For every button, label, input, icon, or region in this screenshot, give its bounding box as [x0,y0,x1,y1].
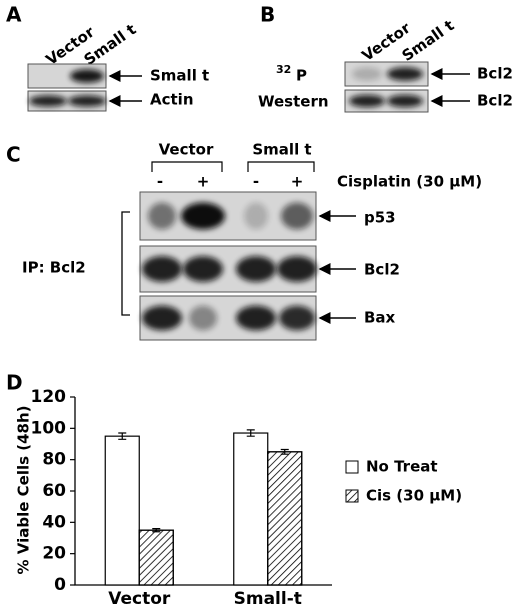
error-bar [280,448,289,455]
error-bar [152,528,161,533]
row-label: Bcl2 [477,65,513,83]
band [387,67,423,81]
legend-swatch [345,460,359,474]
row-label: Bcl2 [477,92,513,110]
band [244,202,268,230]
group-bracket [151,161,315,172]
bar [233,432,269,586]
row-label: Actin [150,91,194,109]
band [236,305,276,331]
bar [104,435,140,586]
row-label: Western [258,93,329,111]
band [29,95,67,107]
chart: 0 20 40 60 80 100 120 Vector Small-t No Treat Cis … [31,387,463,608]
band [183,256,223,282]
legend-label: Cis (30 μM) [366,487,462,505]
bar-hatch [267,451,303,586]
panel-label: A [6,3,22,27]
band [236,256,276,282]
x-tick-label: Small-t [234,589,302,608]
band [387,94,423,108]
legend-label: No Treat [366,458,438,476]
error-bar [246,429,255,437]
band [277,256,317,282]
y-tick-label: 100 [31,418,67,438]
lane-label: Small t [399,16,458,65]
group-label: Vector [159,141,214,159]
blots [27,61,470,341]
panel-label: C [6,143,21,167]
treatment: - [157,173,163,191]
panel-label: B [260,3,275,27]
band [279,305,315,331]
error-bar [118,432,127,440]
band [68,95,106,107]
ip-label: IP: Bcl2 [22,259,86,277]
band [181,202,225,230]
row-label: P [296,67,307,85]
superscript: 32 [276,63,291,76]
legend-swatch-hatch [345,489,359,503]
band [281,202,313,230]
band [148,202,176,230]
treatment-label: Cisplatin (30 μM) [337,173,482,191]
row-label: Bcl2 [364,261,400,279]
row-label: Bax [364,309,396,327]
treatment: + [291,173,304,191]
band [189,305,217,331]
y-tick-label: 40 [42,512,66,532]
y-tick-label: 120 [31,387,67,407]
band [70,69,104,83]
x-tick-label: Vector [108,589,171,608]
y-tick-label: 60 [42,481,66,501]
panel-label: D [6,371,23,395]
bar-hatch [138,529,174,586]
group-label: Small t [252,141,311,159]
y-tick-label: 80 [42,450,66,470]
y-axis-title: % Viable Cells (48h) [15,405,33,574]
band [142,256,182,282]
band [349,94,385,108]
treatment: - [253,173,259,191]
row-label: Small t [150,67,209,85]
treatment: + [197,173,210,191]
ip-bracket [121,211,130,316]
y-tick-label: 20 [42,544,66,564]
band [352,67,382,81]
row-label: p53 [364,209,396,227]
y-tick-label: 0 [54,575,66,595]
band [142,305,182,331]
